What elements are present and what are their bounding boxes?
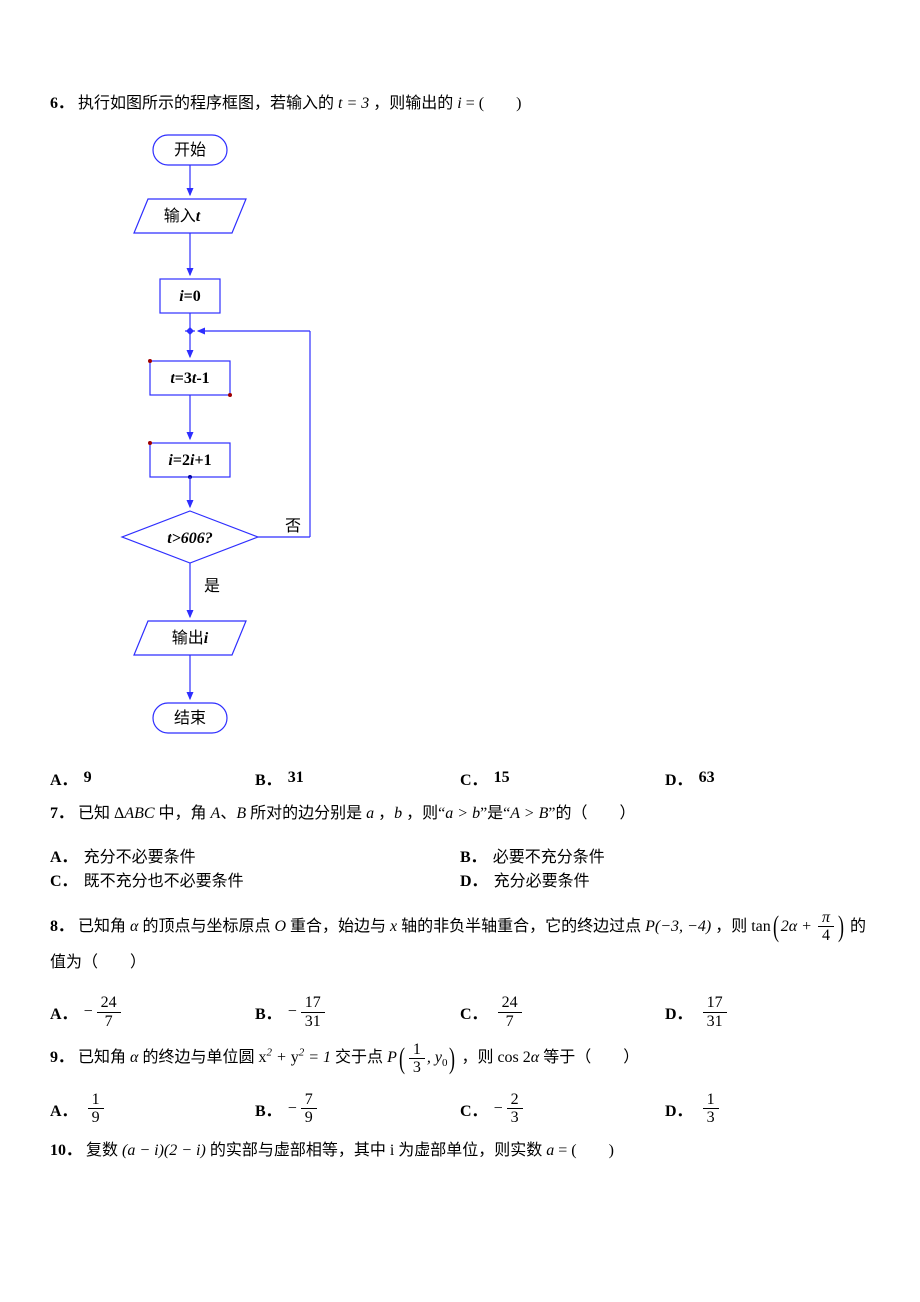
q6-mid: ，则输出的: [373, 95, 453, 112]
svg-text:i=0: i=0: [179, 288, 201, 305]
question-6: 6． 执行如图所示的程序框图，若输入的 t = 3 ，则输出的 i = ( ): [50, 90, 870, 119]
q6-eq: t = 3: [338, 95, 369, 112]
fc-t4: -1: [196, 370, 209, 387]
q6-options: A．9 B．31 C．15 D．63: [50, 766, 870, 790]
q8-opt-a: A．−247: [50, 994, 255, 1030]
q7-number: 7．: [50, 805, 74, 822]
flowchart-svg: 开始 输入t i=0 t=3t-1 i=2i+1 t>606? 否: [90, 133, 370, 753]
q7-options-row1: A．充分不必要条件 B．必要不充分条件: [50, 843, 870, 867]
q8-options: A．−247 B．−1731 C．247 D．1731: [50, 994, 870, 1030]
q6-opt-b: B．31: [255, 766, 460, 790]
q10-number: 10．: [50, 1142, 82, 1159]
svg-text:t>606?: t>606?: [167, 530, 213, 547]
fc-input-var: t: [196, 208, 201, 225]
q8-opt-b: B．−1731: [255, 994, 460, 1030]
svg-text:输出i: 输出i: [172, 629, 209, 647]
question-7: 7． 已知 ΔABC 中，角 A、B 所对的边分别是 a ，b ，则“a > b…: [50, 800, 870, 829]
svg-text:输入t: 输入t: [164, 207, 201, 225]
q9-options: A．19 B．−79 C．−23 D．13: [50, 1091, 870, 1127]
fc-d2: >606?: [172, 530, 213, 547]
q6-opt-a: A．9: [50, 766, 255, 790]
q6-post: = ( ): [466, 95, 522, 112]
fc-i2: =2: [173, 452, 190, 469]
q7-opt-b: B．必要不充分条件: [460, 843, 870, 867]
fc-init-v: =0: [184, 288, 201, 305]
question-10: 10． 复数 (a − i)(2 − i) 的实部与虚部相等，其中 i 为虚部单…: [50, 1137, 870, 1166]
q8-number: 8．: [50, 918, 74, 935]
fc-i4: +1: [194, 452, 211, 469]
fc-start: 开始: [174, 141, 206, 159]
question-8: 8． 已知角 α 的顶点与坐标原点 O 重合，始边与 x 轴的非负半轴重合，它的…: [50, 909, 870, 981]
flowchart: 开始 输入t i=0 t=3t-1 i=2i+1 t>606? 否: [90, 133, 870, 758]
fc-yes: 是: [204, 578, 220, 595]
q9-number: 9．: [50, 1049, 74, 1066]
q8-line2: 值为（ ）: [50, 954, 146, 971]
q9-opt-a: A．19: [50, 1091, 255, 1127]
q7-opt-d: D．充分必要条件: [460, 867, 870, 891]
q9-opt-b: B．−79: [255, 1091, 460, 1127]
q6-opt-c: C．15: [460, 766, 665, 790]
fc-input-lbl: 输入: [164, 207, 196, 225]
fc-end: 结束: [174, 709, 206, 727]
q8-opt-d: D．1731: [665, 994, 870, 1030]
q7-options-row2: C．既不充分也不必要条件 D．充分必要条件: [50, 867, 870, 891]
fc-out-var: i: [204, 630, 209, 647]
q7-opt-c: C．既不充分也不必要条件: [50, 867, 460, 891]
q6-stem-pre: 执行如图所示的程序框图，若输入的: [78, 95, 334, 112]
fc-out-lbl: 输出: [172, 629, 204, 647]
svg-text:t=3t-1: t=3t-1: [170, 370, 209, 387]
fc-no: 否: [285, 518, 301, 535]
q8-opt-c: C．247: [460, 994, 665, 1030]
q6-number: 6．: [50, 95, 74, 112]
q7-opt-a: A．充分不必要条件: [50, 843, 460, 867]
q9-opt-d: D．13: [665, 1091, 870, 1127]
q6-opt-d: D．63: [665, 766, 870, 790]
fc-t2: =3: [175, 370, 192, 387]
q9-opt-c: C．−23: [460, 1091, 665, 1127]
q6-var: i: [457, 95, 461, 112]
svg-text:i=2i+1: i=2i+1: [168, 452, 211, 469]
question-9: 9． 已知角 α 的终边与单位圆 x2 + y2 = 1 交于点 P(13, y…: [50, 1040, 870, 1076]
